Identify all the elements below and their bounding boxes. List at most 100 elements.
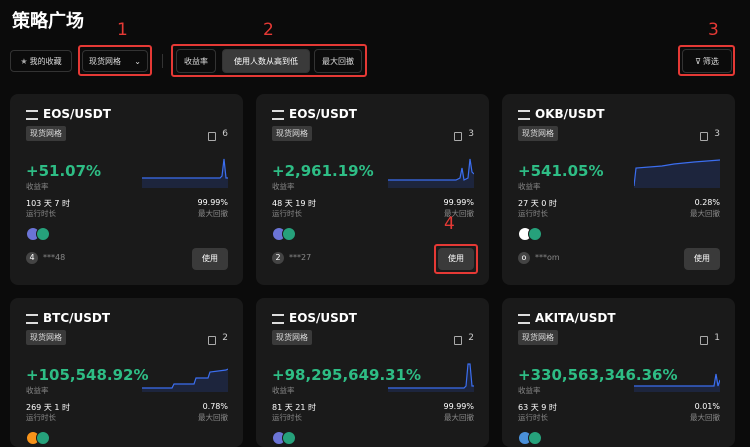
- copies-icon: [208, 132, 216, 141]
- runtime-value: 269 天 1 时: [26, 403, 70, 412]
- runtime-value: 48 天 19 时: [272, 199, 316, 208]
- strategy-card[interactable]: EOS/USDT 现货网格 2 +98,295,649.31% 收益率 81 天 21 时…: [256, 298, 489, 447]
- copies-count: 3: [714, 129, 720, 139]
- drawdown-value: 99.99%: [443, 198, 474, 207]
- return-label: 收益率: [272, 182, 295, 191]
- pair-icon: [518, 314, 530, 324]
- runtime-label: 运行时长: [518, 209, 548, 218]
- pair-name: OKB/USDT: [535, 107, 605, 121]
- highlight-box: [78, 45, 152, 76]
- favorites-text: 我的收藏: [29, 56, 62, 66]
- drawdown-value: 0.78%: [202, 402, 228, 411]
- pair-name: EOS/USDT: [289, 107, 357, 121]
- coin-icon: [528, 227, 542, 241]
- strategy-tag: 现货网格: [518, 330, 558, 345]
- annotation-number: 3: [708, 20, 719, 40]
- sparkline-area: [388, 364, 474, 392]
- copies-count: 1: [714, 333, 720, 343]
- drawdown-label: 最大回撤: [198, 413, 228, 422]
- sort-tab-text: 最大回撤: [322, 56, 354, 66]
- strategy-card[interactable]: OKB/USDT 现货网格 3 +541.05% 收益率 27 天 0 时运行时长 0.28…: [502, 94, 735, 285]
- sparkline-line: [142, 368, 228, 389]
- pair-icon: [272, 110, 284, 120]
- sparkline: [634, 159, 720, 188]
- use-button[interactable]: 使用: [438, 248, 474, 270]
- sparkline: [634, 373, 720, 392]
- user-avatar: 4: [26, 252, 38, 264]
- sparkline: [388, 363, 474, 392]
- filter-button[interactable]: ⊽ 筛选: [682, 49, 732, 73]
- return-label: 收益率: [518, 182, 541, 191]
- sort-tab[interactable]: 最大回撤: [314, 49, 362, 73]
- drawdown-value: 99.99%: [443, 402, 474, 411]
- sparkline-area: [634, 374, 720, 392]
- dropdown-text: 现货网格: [89, 56, 121, 66]
- sparkline-area: [142, 369, 228, 392]
- coin-icon: [36, 227, 50, 241]
- drawdown-label: 最大回撤: [690, 209, 720, 218]
- copies-count: 3: [468, 129, 474, 139]
- coin-icon: [36, 431, 50, 445]
- strategy-card[interactable]: EOS/USDT 现货网格 6 +51.07% 收益率 103 天 7 时运行时长 99.9…: [10, 94, 243, 285]
- sparkline-line: [634, 373, 720, 387]
- strategy-dropdown[interactable]: 现货网格 ⌄: [82, 50, 148, 72]
- sort-tab[interactable]: 收益率: [176, 49, 216, 73]
- strategy-tag: 现货网格: [272, 126, 312, 141]
- copies-count: 2: [468, 333, 474, 343]
- pair-name: EOS/USDT: [289, 311, 357, 325]
- favorites-button[interactable]: ★ 我的收藏: [10, 50, 72, 72]
- sparkline: [142, 158, 228, 188]
- strategy-tag: 现货网格: [272, 330, 312, 345]
- return-value: +98,295,649.31%: [272, 366, 422, 384]
- runtime-value: 27 天 0 时: [518, 199, 557, 208]
- runtime-label: 运行时长: [272, 209, 302, 218]
- user-name: ***48: [43, 253, 66, 262]
- page-title: 策略广场: [12, 11, 84, 32]
- drawdown-value: 0.01%: [694, 402, 720, 411]
- highlight-box: [434, 244, 478, 274]
- strategy-card[interactable]: AKITA/USDT 现货网格 1 +330,563,346.36% 收益率 63 天 9…: [502, 298, 735, 447]
- coin-icon: [528, 431, 542, 445]
- return-value: +2,961.19%: [272, 162, 374, 180]
- copies-count: 2: [222, 333, 228, 343]
- return-value: +330,563,346.36%: [518, 366, 678, 384]
- copies-icon: [700, 132, 708, 141]
- return-label: 收益率: [26, 182, 49, 191]
- sparkline-area: [388, 159, 474, 188]
- sparkline: [142, 368, 228, 392]
- user-name: ***om: [535, 253, 560, 262]
- user-avatar: 2: [272, 252, 284, 264]
- sparkline-line: [388, 158, 474, 181]
- return-label: 收益率: [518, 386, 541, 395]
- runtime-value: 81 天 21 时: [272, 403, 316, 412]
- pair-name: BTC/USDT: [43, 311, 111, 325]
- strategy-tag: 现货网格: [26, 330, 66, 345]
- coin-icon: [282, 431, 296, 445]
- use-button[interactable]: 使用: [192, 248, 228, 270]
- annotation-number: 1: [117, 20, 128, 40]
- sort-tab-text: 使用人数从高到低: [234, 56, 298, 66]
- highlight-box: [678, 45, 735, 76]
- return-value: +51.07%: [26, 162, 102, 180]
- pair-icon: [518, 110, 530, 120]
- return-value: +541.05%: [518, 162, 604, 180]
- return-label: 收益率: [26, 386, 49, 395]
- strategy-card[interactable]: EOS/USDT 现货网格 3 +2,961.19% 收益率 48 天 19 时运行时长 9…: [256, 94, 489, 285]
- runtime-label: 运行时长: [26, 209, 56, 218]
- filter-text: 筛选: [702, 56, 719, 66]
- copies-icon: [454, 132, 462, 141]
- pair-icon: [26, 110, 38, 120]
- user-avatar: o: [518, 252, 530, 264]
- strategy-card[interactable]: BTC/USDT 现货网格 2 +105,548.92% 收益率 269 天 1 时运行时…: [10, 298, 243, 447]
- pair-name: EOS/USDT: [43, 107, 111, 121]
- sparkline: [388, 158, 474, 188]
- coin-icon: [282, 227, 296, 241]
- pair-name: AKITA/USDT: [535, 311, 616, 325]
- use-button[interactable]: 使用: [684, 248, 720, 270]
- drawdown-value: 0.28%: [694, 198, 720, 207]
- divider: [162, 54, 163, 68]
- sort-tab-active[interactable]: 使用人数从高到低: [222, 49, 310, 73]
- drawdown-label: 最大回撤: [198, 209, 228, 218]
- strategy-tag: 现货网格: [518, 126, 558, 141]
